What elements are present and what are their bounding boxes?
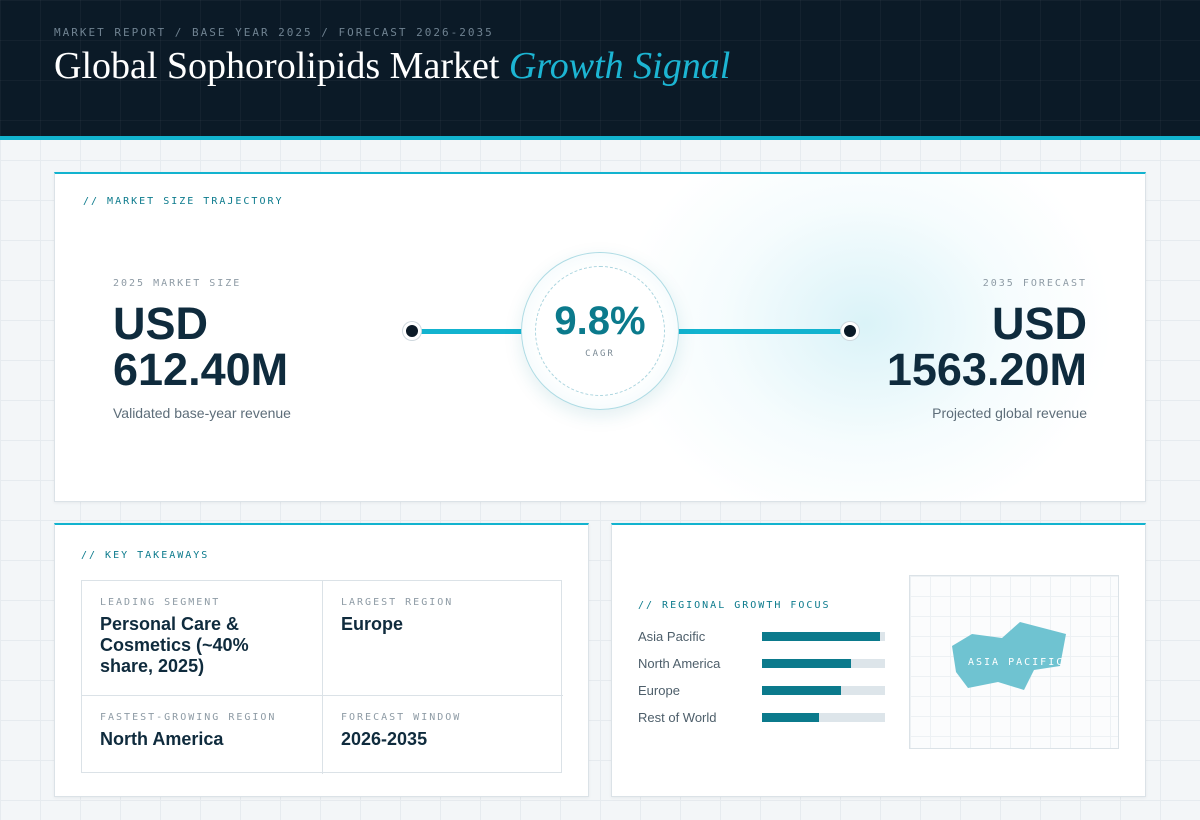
page-title: Global Sophorolipids Market Growth Signa…: [54, 44, 730, 88]
forecast-currency: USD: [991, 298, 1087, 349]
forecast-amount: 1563.20M: [886, 344, 1087, 395]
regional-bar-list: Asia Pacific North America Europe Rest o…: [638, 629, 888, 737]
region-bar-fill: [762, 686, 841, 695]
trajectory-section-label: // MARKET SIZE TRAJECTORY: [83, 196, 284, 207]
takeaway-leading-segment: LEADING SEGMENT Personal Care & Cosmetic…: [82, 581, 322, 695]
base-year-label: 2025 MARKET SIZE: [113, 278, 242, 289]
takeaway-value: 2026-2035: [341, 729, 428, 749]
report-kicker: MARKET REPORT / BASE YEAR 2025 / FORECAS…: [54, 26, 494, 39]
takeaway-value: Personal Care & Cosmetics (~40% share, 2…: [100, 614, 249, 676]
takeaways-section-label: // KEY TAKEAWAYS: [81, 550, 210, 561]
base-year-amount: 612.40M: [113, 344, 289, 395]
start-dot: [403, 322, 421, 340]
regional-growth-card: // REGIONAL GROWTH FOCUS Asia Pacific No…: [611, 523, 1146, 797]
cagr-label: CAGR: [585, 349, 615, 359]
base-year-currency: USD: [113, 298, 209, 349]
region-bar-row: Asia Pacific: [638, 629, 888, 656]
region-bar-row: North America: [638, 656, 888, 683]
takeaway-label: FASTEST-GROWING REGION: [100, 712, 277, 723]
trajectory-line-right: [671, 329, 843, 334]
region-bar-row: Rest of World: [638, 710, 888, 737]
region-bar-track: [762, 713, 885, 722]
background-glow: [615, 174, 1115, 501]
region-bar-label: Europe: [638, 683, 680, 698]
forecast-label: 2035 FORECAST: [982, 278, 1087, 289]
takeaway-label: FORECAST WINDOW: [341, 712, 462, 723]
takeaway-fastest-growing-region: FASTEST-GROWING REGION North America: [82, 695, 322, 774]
trajectory-line-left: [419, 329, 529, 334]
takeaway-value: North America: [100, 729, 224, 749]
base-year-caption: Validated base-year revenue: [113, 405, 291, 421]
region-bar-track: [762, 686, 885, 695]
page-title-accent: Growth Signal: [508, 45, 731, 87]
base-year-metric: 2025 MARKET SIZE USD 612.40M Validated b…: [113, 278, 291, 421]
cagr-inner-ring: 9.8% CAGR: [535, 266, 665, 396]
region-bar-fill: [762, 659, 851, 668]
takeaway-forecast-window: FORECAST WINDOW 2026-2035: [322, 695, 563, 774]
forecast-caption: Projected global revenue: [932, 405, 1087, 421]
end-dot: [841, 322, 859, 340]
asia-pacific-map-shape: [952, 622, 1066, 690]
region-map: ASIA PACIFIC: [909, 575, 1119, 749]
takeaways-grid: LEADING SEGMENT Personal Care & Cosmetic…: [81, 580, 563, 774]
base-year-value: USD 612.40M: [113, 301, 291, 393]
regional-section-label: // REGIONAL GROWTH FOCUS: [638, 600, 831, 611]
takeaway-largest-region: LARGEST REGION Europe: [322, 581, 563, 695]
takeaway-label: LEADING SEGMENT: [100, 597, 221, 608]
region-bar-fill: [762, 713, 819, 722]
market-size-trajectory-card: // MARKET SIZE TRAJECTORY 2025 MARKET SI…: [54, 172, 1146, 502]
region-bar-fill: [762, 632, 881, 641]
cagr-badge: 9.8% CAGR: [521, 252, 679, 410]
region-bar-label: North America: [638, 656, 721, 671]
region-bar-track: [762, 632, 885, 641]
region-bar-label: Asia Pacific: [638, 629, 706, 644]
key-takeaways-card: // KEY TAKEAWAYS LEADING SEGMENT Persona…: [54, 523, 589, 797]
forecast-metric: 2035 FORECAST USD 1563.20M Projected glo…: [887, 278, 1087, 421]
region-bar-row: Europe: [638, 683, 888, 710]
region-bar-track: [762, 659, 885, 668]
cagr-value: 9.8%: [554, 299, 646, 343]
page-title-main: Global Sophorolipids Market: [54, 45, 500, 87]
takeaway-label: LARGEST REGION: [341, 597, 454, 608]
takeaway-value: Europe: [341, 614, 404, 634]
report-header: MARKET REPORT / BASE YEAR 2025 / FORECAS…: [0, 0, 1200, 140]
forecast-value: USD 1563.20M: [887, 301, 1087, 393]
map-region-label: ASIA PACIFIC: [968, 657, 1065, 668]
region-bar-label: Rest of World: [638, 710, 717, 725]
